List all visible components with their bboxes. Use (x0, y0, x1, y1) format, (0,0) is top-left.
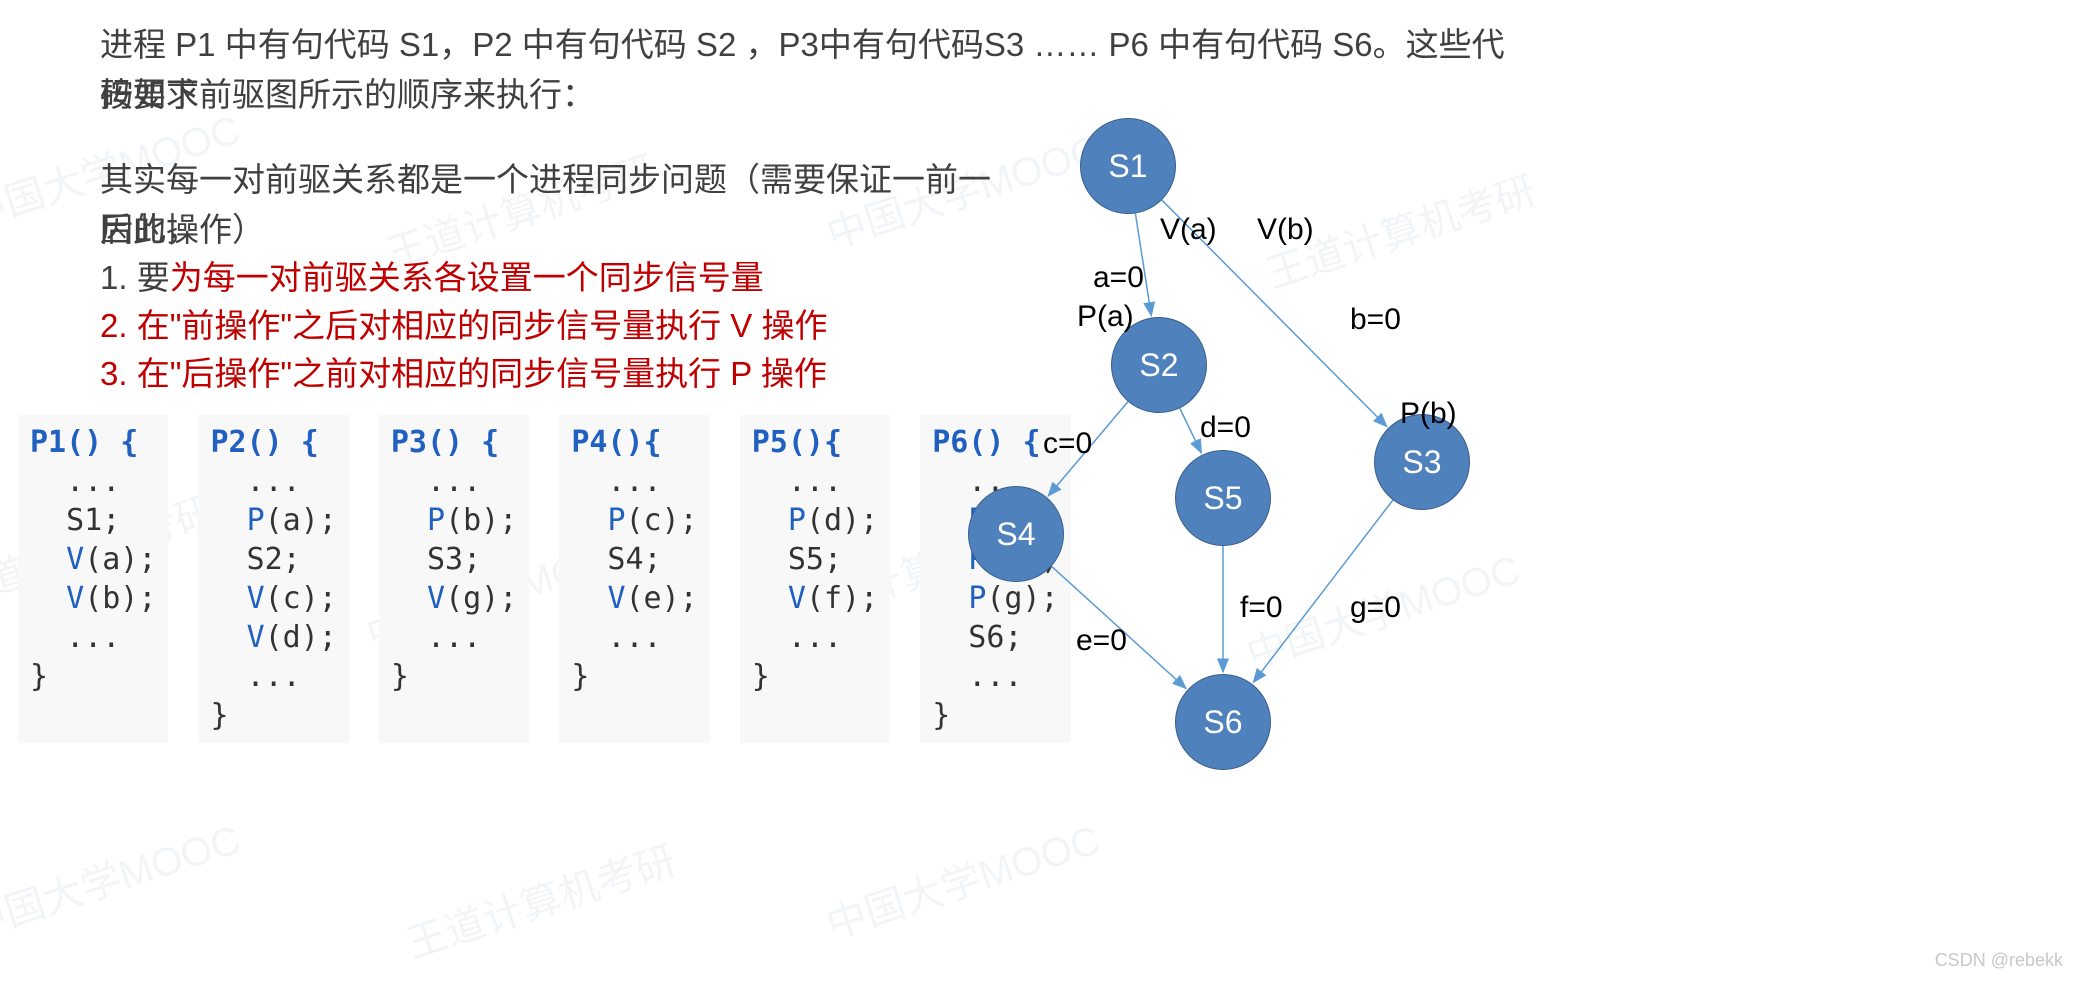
edge-label: f=0 (1240, 591, 1283, 625)
node-s4: S4 (968, 486, 1064, 582)
watermark: 中国大学MOOC (818, 807, 1106, 950)
watermark: 中国大学MOOC (0, 807, 246, 950)
edge-label: a=0 (1093, 261, 1144, 295)
node-s1: S1 (1080, 118, 1176, 214)
edge-label: d=0 (1200, 411, 1251, 445)
edge-label: b=0 (1350, 303, 1401, 337)
edge-label: V(b) (1257, 213, 1314, 247)
edge-s2-s5 (1180, 408, 1202, 453)
edge-label: e=0 (1076, 624, 1127, 658)
node-s5: S5 (1175, 450, 1271, 546)
edge-label: c=0 (1043, 427, 1092, 461)
edge-label: V(a) (1160, 213, 1217, 247)
edge-label: P(b) (1400, 397, 1457, 431)
edge-label: P(a) (1077, 300, 1134, 334)
precedence-graph: S1S2S3S4S5S6 V(a)a=0P(a)V(b)b=0P(b)c=0d=… (0, 0, 1550, 800)
edge-label: g=0 (1350, 591, 1401, 625)
graph-edges (0, 0, 1550, 800)
csdn-watermark: CSDN @rebekk (1935, 950, 2063, 971)
watermark: 王道计算机考研 (398, 828, 682, 970)
node-s6: S6 (1175, 674, 1271, 770)
